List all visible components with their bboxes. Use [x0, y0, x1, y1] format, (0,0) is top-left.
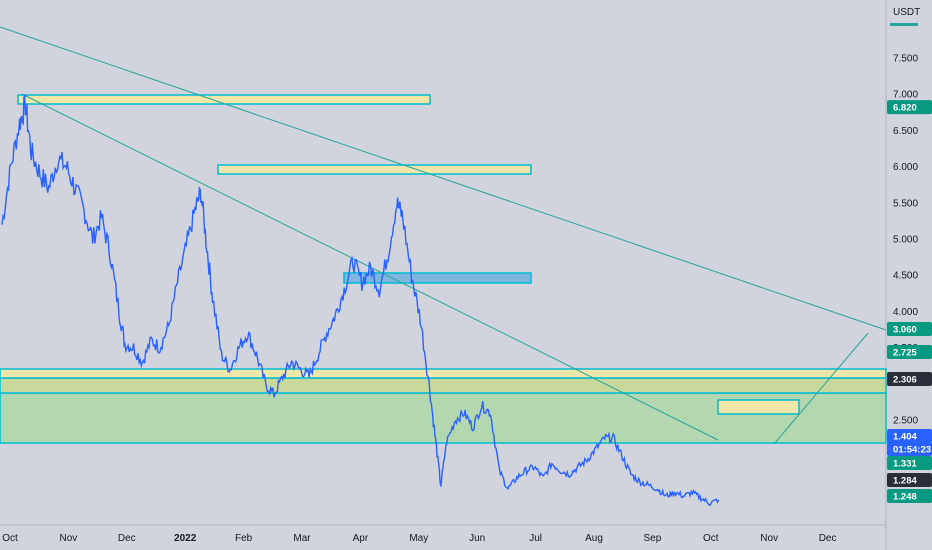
price-badge — [887, 372, 932, 386]
price-badge-label: 2.306 — [893, 375, 917, 386]
resistance-zone-upper[interactable] — [0, 368, 887, 379]
resistance-box-top[interactable] — [17, 94, 431, 105]
time-tick-label: Nov — [760, 533, 778, 544]
price-badge-label: 1.404 — [893, 432, 917, 443]
time-tick-label: Nov — [60, 533, 78, 544]
time-tick-labels: Oct Nov Dec 2022 Feb Mar Apr May Jun Jul Aug Sep Oct… — [2, 533, 836, 544]
time-tick-label: Dec — [118, 533, 136, 544]
price-badge — [887, 322, 932, 336]
time-tick-label: Sep — [644, 533, 662, 544]
time-tick-label: Dec — [819, 533, 837, 544]
price-tick-label: 6.500 — [893, 126, 918, 137]
time-tick-label: Aug — [585, 533, 603, 544]
trendline-long[interactable] — [0, 26, 887, 331]
currency-label: USDT — [893, 7, 920, 18]
price-line — [1, 94, 720, 507]
time-tick-label: Oct — [703, 533, 719, 544]
price-badge — [887, 442, 932, 456]
price-badges: 6.820 3.060 2.725 2.306 1.404 01:54:23 1.331 1.… — [887, 100, 932, 503]
price-tick-label: 4.500 — [893, 271, 918, 282]
time-axis[interactable] — [0, 525, 886, 550]
time-tick-label: 2022 — [174, 533, 197, 544]
price-badge-label: 1.331 — [893, 459, 917, 470]
zones — [0, 94, 887, 444]
price-tick-label: 4.000 — [893, 307, 918, 318]
price-badge — [887, 473, 932, 487]
target-box[interactable] — [717, 399, 800, 415]
price-tick-label: 6.000 — [893, 162, 918, 173]
price-badge-label: 1.284 — [893, 476, 917, 487]
price-badge-label: 3.060 — [893, 325, 917, 336]
price-badge — [887, 456, 932, 470]
price-tick-label: 7.000 — [893, 90, 918, 101]
price-tick-label: 5.000 — [893, 234, 918, 245]
price-badge — [887, 345, 932, 359]
price-badge-label: 6.820 — [893, 103, 917, 114]
time-tick-label: Feb — [235, 533, 253, 544]
price-badge-label: 1.248 — [893, 492, 917, 503]
plot-background — [0, 0, 886, 525]
resistance-zone-lower[interactable] — [0, 377, 887, 394]
time-tick-label: Apr — [353, 533, 369, 544]
support-box-blue[interactable] — [343, 272, 532, 284]
time-tick-label: Mar — [293, 533, 311, 544]
time-tick-label: Jun — [469, 533, 485, 544]
price-tick-label: 2.500 — [893, 416, 918, 427]
time-tick-label: May — [409, 533, 428, 544]
price-tick-label: 7.500 — [893, 53, 918, 64]
time-tick-label: Jul — [529, 533, 542, 544]
resistance-box-mid[interactable] — [217, 164, 532, 175]
price-badge-label: 01:54:23 — [893, 445, 931, 456]
price-badge — [887, 489, 932, 503]
price-tick-label: 5.500 — [893, 198, 918, 209]
trendline-projection[interactable] — [773, 332, 869, 445]
time-tick-label: Oct — [2, 533, 18, 544]
price-badge-label: 2.725 — [893, 348, 917, 359]
price-badge — [887, 100, 932, 115]
currency-underline — [890, 23, 918, 26]
price-badge — [887, 429, 932, 443]
